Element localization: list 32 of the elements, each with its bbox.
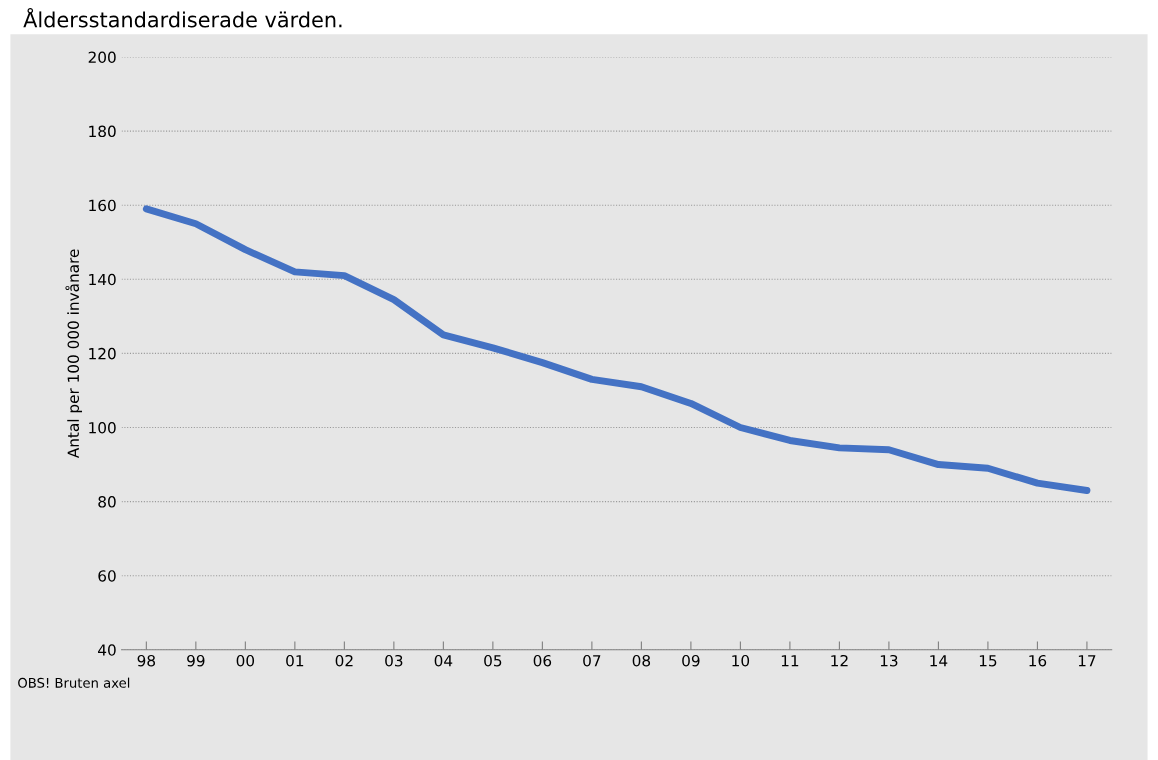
y-tick-label: 200 (88, 51, 116, 64)
x-tick-label: 07 (583, 654, 601, 667)
x-tick-label: 99 (187, 654, 205, 667)
y-tick-label: 180 (89, 125, 116, 138)
x-tick-label: 01 (286, 654, 304, 667)
x-tick-label: 09 (682, 654, 700, 667)
y-tick-label: 40 (98, 644, 116, 656)
x-tick-label: 11 (781, 655, 799, 667)
text: OBS! Bruten axel (18, 677, 130, 688)
chart-title: Åldersstandardiserade värden. (23, 7, 342, 28)
x-tick-label: 12 (831, 654, 848, 667)
x-tick-label: 05 (484, 654, 502, 667)
x-tick-label: 16 (1029, 654, 1047, 667)
y-tick-label: 140 (89, 273, 116, 286)
x-tick-label: 17 (1078, 655, 1096, 667)
y-tick-label: 100 (89, 421, 116, 434)
y-tick-label: 80 (98, 496, 116, 508)
x-tick-label: 10 (732, 654, 750, 667)
x-tick-label: 98 (137, 654, 156, 667)
y-tick-label: 160 (89, 199, 116, 212)
x-tick-label: 06 (533, 654, 552, 667)
x-tick-label: 04 (434, 654, 453, 667)
y-tick-label: 60 (98, 570, 116, 582)
x-tick-label: 03 (385, 654, 403, 667)
y-tick-label: 120 (89, 347, 116, 360)
x-tick-label: 08 (632, 654, 651, 667)
x-tick-label: 13 (880, 654, 898, 667)
y-axis-title: Antal per 100 000 invånare (65, 249, 83, 459)
x-tick-label: 02 (335, 654, 353, 667)
x-tick-label: 14 (930, 655, 948, 667)
x-tick-label: 15 (979, 655, 997, 667)
x-tick-label: 00 (236, 654, 255, 667)
